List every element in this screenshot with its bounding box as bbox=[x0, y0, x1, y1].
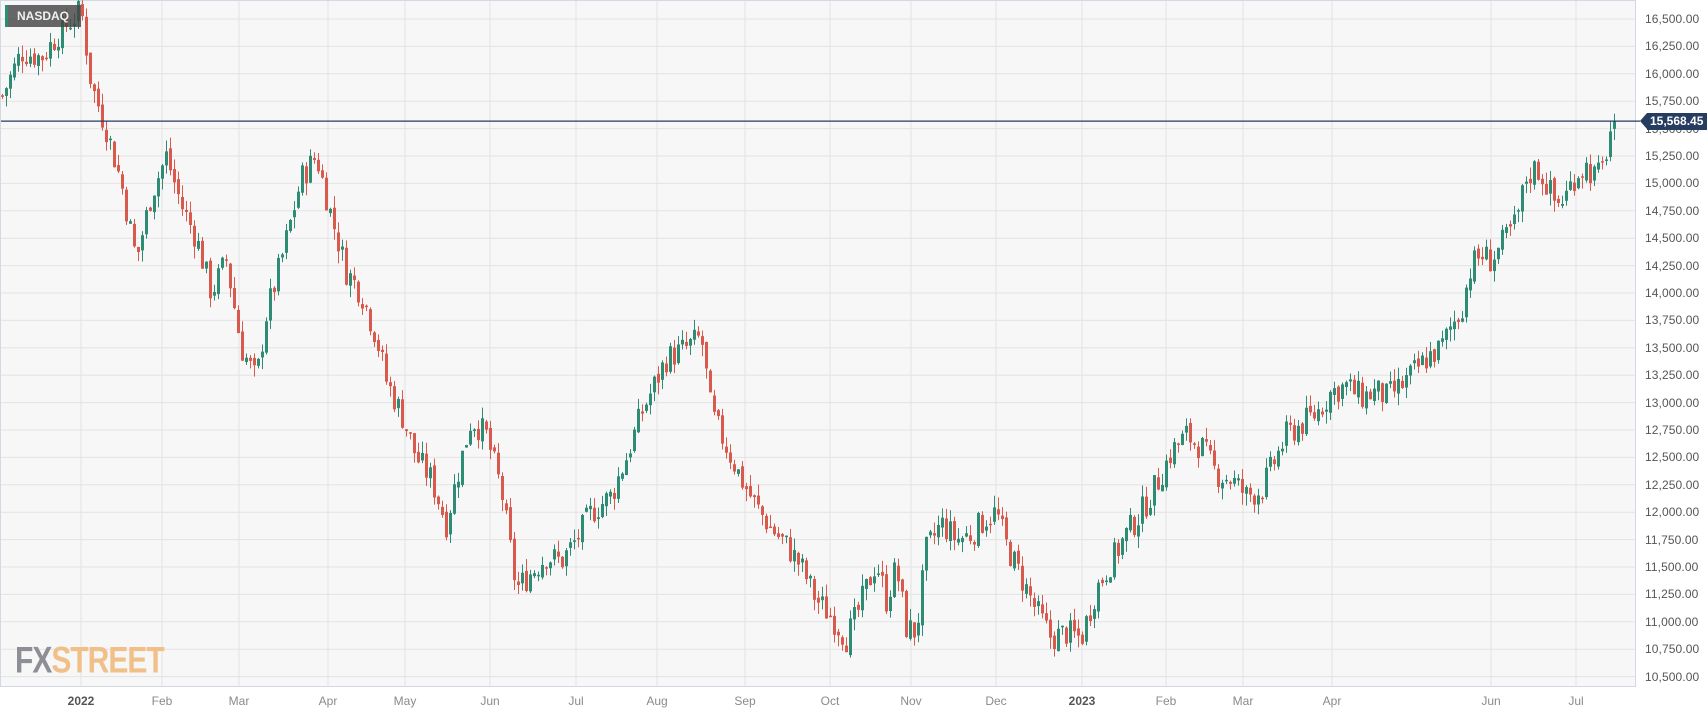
y-tick-label: 16,000.00 bbox=[1645, 66, 1700, 81]
y-tick-label: 16,500.00 bbox=[1645, 12, 1700, 26]
y-tick-label: 11,250.00 bbox=[1645, 587, 1699, 602]
y-tick-label: 13,000.00 bbox=[1645, 395, 1700, 410]
x-tick-label: Nov bbox=[900, 694, 922, 708]
y-tick-label: 16,250.00 bbox=[1645, 39, 1700, 54]
logo-fx: FX bbox=[15, 640, 52, 682]
y-tick-label: 10,500.00 bbox=[1645, 669, 1700, 684]
y-tick-label: 15,750.00 bbox=[1645, 94, 1700, 109]
y-tick-label: 11,750.00 bbox=[1645, 532, 1699, 547]
x-tick-label: Jun bbox=[480, 694, 500, 708]
x-tick-label: Oct bbox=[820, 694, 840, 708]
symbol-text: NASDAQ bbox=[17, 9, 70, 23]
logo-street: STREET bbox=[51, 640, 164, 682]
x-tick-label: May bbox=[393, 694, 417, 708]
x-tick-label: Dec bbox=[985, 694, 1007, 708]
x-tick-label: Sep bbox=[734, 694, 756, 708]
y-tick-label: 12,250.00 bbox=[1645, 477, 1700, 492]
x-tick-label: Jul bbox=[1568, 694, 1584, 708]
y-tick-label: 13,250.00 bbox=[1645, 368, 1700, 383]
x-tick-label: Feb bbox=[1155, 694, 1177, 708]
x-tick-label: Apr bbox=[318, 694, 338, 708]
y-tick-label: 12,750.00 bbox=[1645, 423, 1700, 437]
x-tick-label: 2022 bbox=[67, 694, 95, 708]
y-tick-label: 12,000.00 bbox=[1645, 505, 1700, 520]
y-tick-label: 14,750.00 bbox=[1645, 203, 1700, 218]
fxstreet-logo: FXSTREET bbox=[15, 640, 165, 683]
y-tick-label: 13,500.00 bbox=[1645, 340, 1700, 355]
plot-area[interactable] bbox=[0, 0, 1636, 687]
x-tick-label: Apr bbox=[1322, 694, 1342, 708]
x-tick-label: Mar bbox=[1232, 694, 1254, 708]
symbol-color-stripe bbox=[5, 5, 8, 27]
y-tick-label: 14,500.00 bbox=[1645, 231, 1700, 246]
symbol-label: NASDAQ bbox=[5, 5, 81, 27]
x-tick-label: Feb bbox=[151, 694, 173, 708]
y-tick-label: 11,000.00 bbox=[1645, 614, 1699, 629]
y-tick-label: 15,000.00 bbox=[1645, 176, 1700, 191]
y-tick-label: 14,250.00 bbox=[1645, 258, 1700, 273]
current-price-badge: 15,568.45 bbox=[1639, 113, 1707, 130]
y-tick-label: 14,000.00 bbox=[1645, 286, 1700, 300]
y-tick-label: 12,500.00 bbox=[1645, 450, 1700, 465]
y-tick-label: 13,750.00 bbox=[1645, 313, 1700, 328]
y-tick-label: 10,750.00 bbox=[1645, 642, 1700, 657]
x-tick-label: 2023 bbox=[1068, 694, 1096, 708]
y-tick-label: 11,500.00 bbox=[1645, 560, 1699, 574]
x-tick-label: Aug bbox=[646, 694, 668, 708]
candles bbox=[1, 0, 1616, 658]
x-tick-label: Jul bbox=[568, 694, 584, 708]
x-tick-label: Mar bbox=[228, 694, 250, 708]
y-tick-label: 15,250.00 bbox=[1645, 149, 1700, 163]
x-tick-label: Jun bbox=[1481, 694, 1501, 708]
